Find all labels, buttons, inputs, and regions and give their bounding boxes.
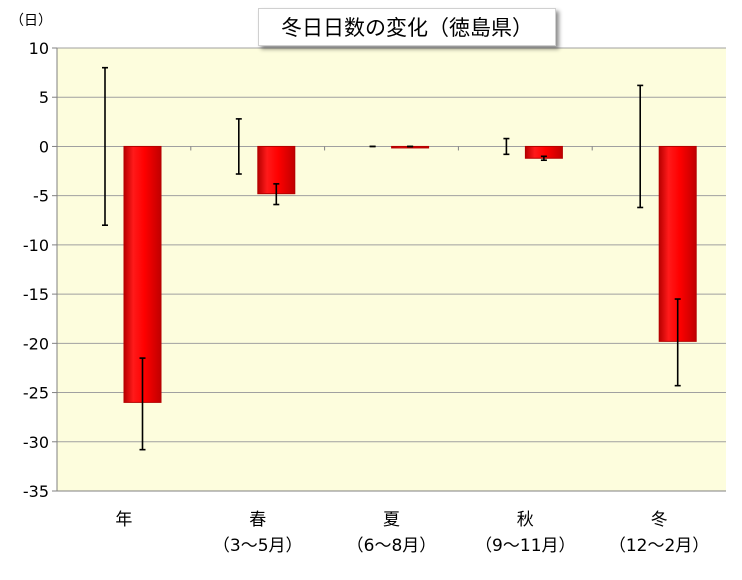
variability-range: [637, 84, 644, 209]
category-sublabel: （6～8月）: [347, 536, 437, 556]
axes: [56, 48, 726, 492]
y-tick-label: -20: [23, 334, 49, 353]
category-labels: 年 春 （3～5月） 夏 （6～8月） 秋 （9～11月） 冬 （12～2月）: [115, 510, 709, 556]
category-sublabel: （9～11月）: [475, 536, 575, 556]
error-bars: [102, 66, 681, 451]
chart-title-text: 冬日日数の変化（徳島県）: [281, 16, 533, 40]
y-tick-label: -35: [23, 482, 49, 501]
category-label: 夏: [383, 510, 400, 530]
bar-error-range: [139, 357, 146, 451]
y-tick-label: -10: [23, 236, 49, 255]
category-sublabel: （3～5月）: [213, 536, 303, 556]
category-label: 年: [115, 510, 132, 530]
category-label: 春: [249, 510, 266, 530]
y-tick-label: -5: [33, 187, 49, 206]
category-sublabel: （12～2月）: [609, 536, 709, 556]
bar-error-range: [273, 183, 280, 206]
variability-range: [503, 137, 510, 156]
y-tick-label: -25: [23, 384, 49, 403]
y-tick-label: 10: [29, 39, 49, 58]
y-tick-label: -15: [23, 285, 49, 304]
bar-error-range: [540, 155, 547, 162]
bar-error-range: [674, 298, 681, 387]
y-tick-label: -30: [23, 433, 49, 452]
y-tick-label: 0: [39, 137, 49, 156]
y-axis-unit-label: （日）: [10, 13, 52, 29]
category-label: 冬: [651, 510, 668, 530]
category-label: 秋: [517, 510, 534, 530]
variability-range: [102, 66, 108, 226]
plot-area: [57, 48, 726, 491]
chart-title: 冬日日数の変化（徳島県）: [258, 8, 556, 46]
y-tick-labels: 10 5 0 -5 -10 -15 -20 -25 -30 -35: [23, 39, 49, 501]
y-tick-label: 5: [39, 88, 49, 107]
variability-range: [235, 118, 242, 175]
